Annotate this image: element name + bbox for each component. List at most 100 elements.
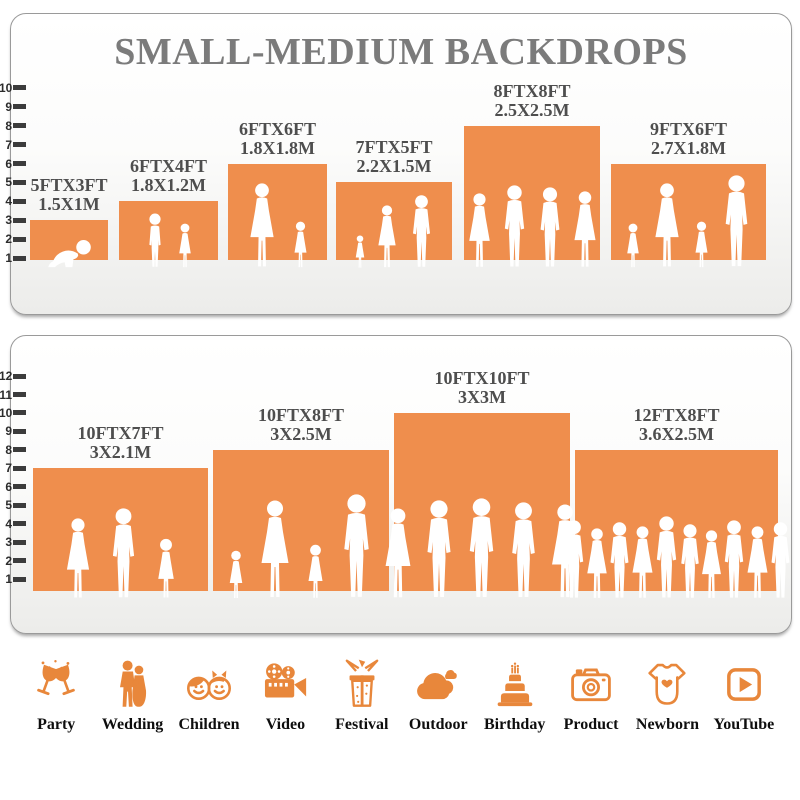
person-silhouette-man	[540, 187, 559, 267]
ruler-tick-number: 7	[5, 461, 12, 476]
backdrop-size-m: 1.8X1.2M	[130, 175, 206, 196]
ruler-tick: 1	[0, 572, 26, 586]
category-video: Video	[247, 658, 323, 734]
ruler-tick-dash	[13, 447, 26, 453]
ruler-tick-number: 1	[5, 572, 12, 586]
backdrop-bar: 8FTX8FT 2.5X2.5M	[464, 81, 600, 267]
ruler-tick: 1	[0, 251, 26, 265]
backdrop-size-label: 8FTX8FT 2.5X2.5M	[493, 80, 571, 120]
ruler-tick-number: 3	[5, 535, 12, 550]
ruler-tick-number: 8	[5, 442, 12, 457]
ruler-tick-dash	[13, 179, 26, 185]
ruler-tick-number: 11	[0, 387, 12, 402]
ruler-tick-number: 4	[5, 516, 12, 531]
ruler-tick: 7	[0, 461, 26, 476]
ruler-tick-number: 2	[5, 553, 12, 568]
backdrop-size-ft: 10FTX8FT	[257, 404, 345, 425]
backdrop-bar: 6FTX4FT 1.8X1.2M	[119, 157, 218, 268]
ruler-tick-dash	[13, 142, 26, 148]
ruler-tick-number: 3	[5, 213, 12, 228]
category-label: Festival	[335, 716, 389, 733]
page-title: SMALL-MEDIUM BACKDROPS	[114, 31, 688, 73]
person-silhouette-man	[512, 502, 535, 598]
ruler-tick-dash	[13, 255, 26, 261]
ruler-tick-dash	[13, 558, 26, 564]
category-label: Outdoor	[408, 716, 468, 733]
ruler-tick-number: 5	[5, 498, 12, 513]
birthday-icon	[497, 662, 532, 707]
ruler-tick-number: 12	[0, 369, 13, 384]
bars-area: 5FTX3FT 1.5X1M 6FTX4FT 1.8X1.2M 6FTX6FT 1.8X1…	[11, 14, 791, 314]
backdrop-size-ft: 12FTX8FT	[633, 404, 720, 425]
backdrop-size-m: 3X2.1M	[89, 442, 152, 463]
backdrop-size-ft: 8FTX8FT	[493, 80, 571, 101]
backdrop-size-ft: 7FTX5FT	[355, 137, 433, 158]
ruler-tick-dash	[13, 465, 26, 471]
category-outdoor: Outdoor	[400, 658, 476, 734]
person-silhouette-man	[112, 508, 135, 598]
backdrop-bar: 9FTX6FT 2.7X1.8M	[611, 119, 766, 268]
backdrop-size-m: 3X2.5M	[270, 423, 332, 444]
person-silhouette-woman	[654, 183, 679, 267]
category-label: Wedding	[101, 716, 164, 733]
person-silhouette-girl	[158, 538, 174, 598]
children-icon	[187, 670, 232, 701]
category-newborn: Newborn	[629, 658, 705, 734]
ruler-tick-dash	[13, 392, 26, 397]
backdrop-size-label: 6FTX4FT 1.8X1.2M	[130, 157, 207, 195]
bars-area: 10FTX7FT 3X2.1M 10FTX8FT 3X2.5M 10FTX10FT 3X3…	[11, 336, 791, 633]
category-children: Children	[171, 658, 247, 734]
product-icon	[571, 668, 611, 702]
ruler-tick: 3	[0, 535, 26, 550]
ruler-tick: 4	[0, 516, 26, 531]
ruler-tick: 12	[0, 369, 26, 384]
ruler-tick: 5	[0, 498, 26, 513]
person-silhouette-woman	[250, 183, 274, 267]
backdrop-size-m: 3.6X2.5M	[638, 423, 714, 444]
person-silhouette-man	[771, 522, 789, 598]
backdrop-size-label: 10FTX8FT 3X2.5M	[257, 404, 345, 444]
person-silhouette-woman	[468, 193, 490, 267]
people-silhouettes	[591, 175, 786, 269]
people-silhouettes	[555, 516, 798, 600]
ruler-tick: 7	[0, 138, 26, 152]
person-silhouette-man	[343, 494, 369, 597]
ruler-tick-dash	[13, 217, 26, 223]
backdrop-size-ft: 5FTX3FT	[30, 175, 108, 196]
person-silhouette-girl	[178, 223, 191, 268]
category-party: Party	[18, 658, 94, 734]
backdrop-size-ft: 9FTX6FT	[649, 118, 728, 139]
ruler-tick-number: 6	[5, 479, 12, 494]
person-silhouette-girl	[229, 550, 242, 598]
ruler-tick: 10	[0, 81, 26, 95]
ruler-tick-dash	[13, 123, 26, 129]
ruler-tick: 4	[0, 194, 26, 209]
category-wedding: Wedding	[94, 658, 170, 734]
ruler-tick-number: 10	[0, 405, 13, 420]
backdrop-size-m: 2.7X1.8M	[650, 137, 726, 158]
person-silhouette-woman	[261, 500, 288, 597]
backdrop-size-m: 1.5X1M	[38, 194, 100, 215]
ruler-tick-dash	[13, 502, 26, 508]
video-icon	[265, 663, 307, 698]
category-youtube: YouTube	[706, 658, 782, 734]
newborn-icon	[648, 663, 687, 705]
ruler-tick-number: 6	[5, 156, 12, 171]
backdrop-bar: 5FTX3FT 1.5X1M	[30, 176, 108, 268]
category-label: Product	[563, 716, 619, 733]
person-silhouette-girl	[695, 221, 707, 268]
category-label: Newborn	[635, 716, 699, 733]
ruler-tick: 6	[0, 479, 26, 494]
backdrop-size-m: 1.8X1.8M	[239, 137, 315, 158]
person-silhouette-baby	[47, 239, 91, 268]
ruler-tick-number: 8	[5, 118, 12, 133]
ruler-tick: 3	[0, 213, 26, 228]
ruler-tick-dash	[13, 428, 26, 434]
backdrop-size-label: 9FTX6FT 2.7X1.8M	[649, 118, 728, 158]
backdrop-bar: 12FTX8FT 3.6X2.5M	[564, 405, 789, 598]
ruler-tick-dash	[13, 576, 26, 582]
person-silhouette-girl	[294, 221, 307, 268]
person-silhouette-girl	[355, 235, 364, 268]
ruler-tick-number: 4	[5, 194, 12, 209]
